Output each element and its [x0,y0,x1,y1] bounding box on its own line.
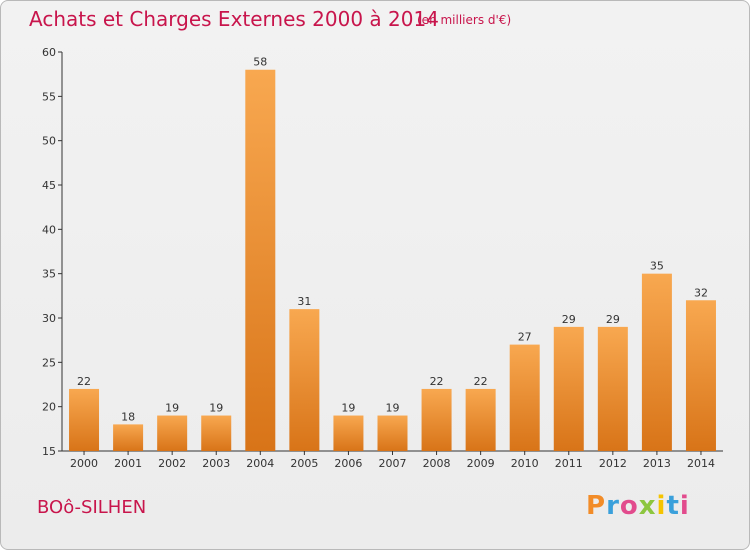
y-tick-label: 60 [42,46,56,59]
data-label: 31 [297,295,311,308]
data-label: 19 [341,402,355,415]
data-label: 19 [386,402,400,415]
x-tick-label: 2002 [158,457,186,470]
bar [509,344,540,451]
x-tick-label: 2003 [202,457,230,470]
bar [333,415,364,451]
bar [377,415,408,451]
data-label: 22 [77,375,91,388]
unit-note: (en milliers d'€) [417,13,512,27]
x-tick-label: 2000 [70,457,98,470]
data-label: 22 [474,375,488,388]
bar [289,309,320,451]
y-tick-label: 55 [42,90,56,103]
chart-title: Achats et Charges Externes 2000 à 2014 [29,7,439,31]
bar [685,300,716,451]
data-label: 29 [606,313,620,326]
proxiti-logo: Proxiti [586,491,690,521]
bar [245,69,276,451]
x-tick-label: 2007 [379,457,407,470]
data-label: 22 [430,375,444,388]
bar-chart: 15 20 25 30 35 40 45 50 55 60 2000 2001 2002 2003 2004… [42,46,723,470]
logo-letter: r [606,491,620,521]
data-label: 18 [121,410,135,423]
commune-name: BOô-SILHEN [37,497,147,518]
bar [553,326,584,451]
data-label: 29 [562,313,576,326]
x-tick-label: 2009 [467,457,495,470]
data-label: 58 [253,56,267,69]
y-tick-label: 40 [42,223,56,236]
x-tick-label: 2008 [423,457,451,470]
y-tick-label: 15 [42,445,56,458]
data-label: 32 [694,286,708,299]
y-tick-label: 25 [42,356,56,369]
bar [597,326,628,451]
x-tick-label: 2011 [555,457,583,470]
logo-letter: t [666,491,680,521]
bar [113,424,144,451]
bar [157,415,188,451]
x-tick-label: 2014 [687,457,715,470]
bar [465,388,496,451]
bar [201,415,232,451]
x-tick-label: 2004 [246,457,274,470]
logo-letter: i [679,491,690,521]
y-tick-label: 20 [42,401,56,414]
x-tick-label: 2013 [643,457,671,470]
y-tick-label: 35 [42,268,56,281]
x-tick-label: 2005 [290,457,318,470]
data-label: 27 [518,331,532,344]
x-tick-label: 2012 [599,457,627,470]
bar [69,388,100,451]
y-tick-label: 45 [42,179,56,192]
logo-letter: i [656,491,667,521]
x-tick-label: 2001 [114,457,142,470]
x-tick-label: 2010 [511,457,539,470]
logo-letter: o [619,491,639,521]
data-label: 19 [165,402,179,415]
y-tick-label: 30 [42,312,56,325]
bar [641,273,672,451]
logo-letter: x [638,491,657,521]
y-tick-label: 50 [42,135,56,148]
bar [421,388,452,451]
data-label: 35 [650,260,664,273]
logo-letter: P [586,491,607,521]
data-label: 19 [209,402,223,415]
x-tick-label: 2006 [334,457,362,470]
